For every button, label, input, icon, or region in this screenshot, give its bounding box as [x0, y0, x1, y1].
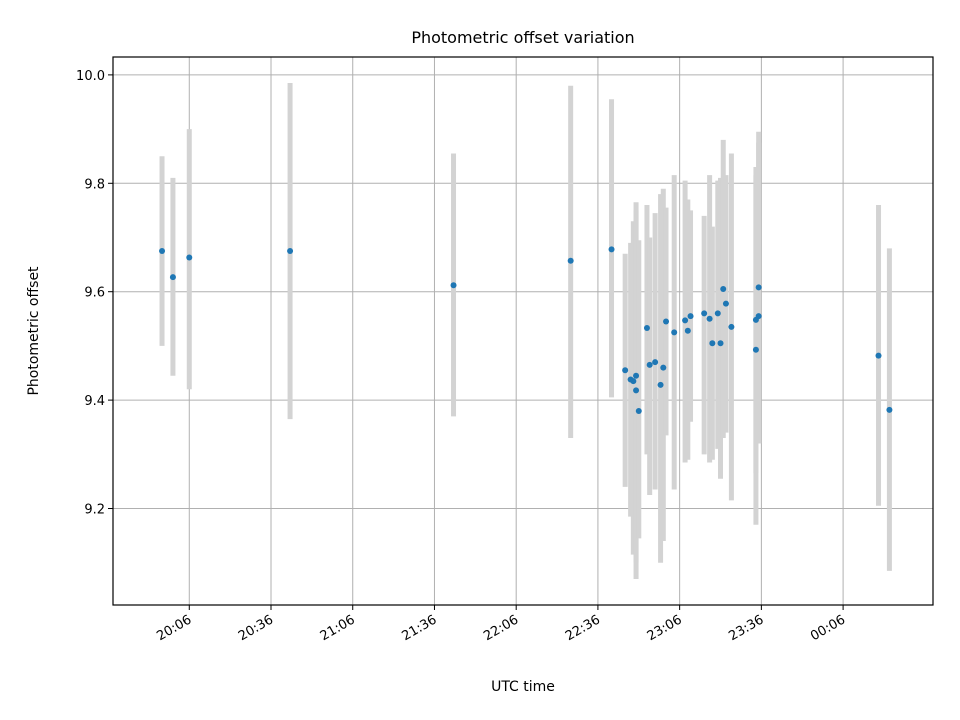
data-point	[752, 346, 759, 353]
data-point	[709, 340, 716, 347]
data-point	[660, 364, 667, 371]
data-point	[652, 359, 659, 366]
data-point	[720, 285, 727, 292]
data-point	[714, 310, 721, 317]
data-point	[717, 340, 724, 347]
data-point	[755, 284, 762, 291]
data-point	[186, 254, 193, 261]
data-point	[886, 406, 893, 413]
data-point	[287, 248, 294, 255]
data-point	[633, 372, 640, 379]
data-point	[657, 381, 664, 388]
data-point	[687, 313, 694, 320]
data-point	[643, 325, 650, 332]
data-point	[630, 378, 637, 385]
y-tick-label: 9.4	[84, 394, 105, 409]
data-point	[169, 274, 176, 281]
chart-title: Photometric offset variation	[411, 28, 634, 47]
data-point	[567, 257, 574, 264]
data-point	[663, 318, 670, 325]
data-point	[701, 310, 708, 317]
data-point	[633, 387, 640, 394]
plot-frame	[112, 56, 934, 606]
data-point	[608, 246, 615, 253]
data-point	[635, 407, 642, 414]
data-point	[159, 248, 166, 255]
y-tick-label: 9.2	[84, 503, 105, 518]
y-tick-label: 10.0	[76, 69, 105, 84]
x-axis-label: UTC time	[491, 679, 555, 695]
data-points	[159, 246, 893, 414]
data-point	[755, 313, 762, 320]
data-point	[722, 300, 729, 307]
y-tick-label: 9.8	[84, 177, 105, 192]
data-point	[671, 329, 678, 336]
grid-lines	[113, 57, 933, 605]
data-point	[450, 282, 457, 289]
data-point	[875, 352, 882, 359]
data-point	[684, 327, 691, 334]
y-tick-label: 9.6	[84, 286, 105, 301]
data-point	[646, 361, 653, 368]
y-axis-ticks: 9.2 9.4 9.6 9.8 10.0	[76, 69, 113, 518]
y-axis-label: Photometric offset	[26, 266, 42, 396]
data-point	[622, 367, 629, 374]
data-point	[728, 323, 735, 330]
data-point	[706, 315, 713, 322]
data-point	[682, 317, 689, 324]
